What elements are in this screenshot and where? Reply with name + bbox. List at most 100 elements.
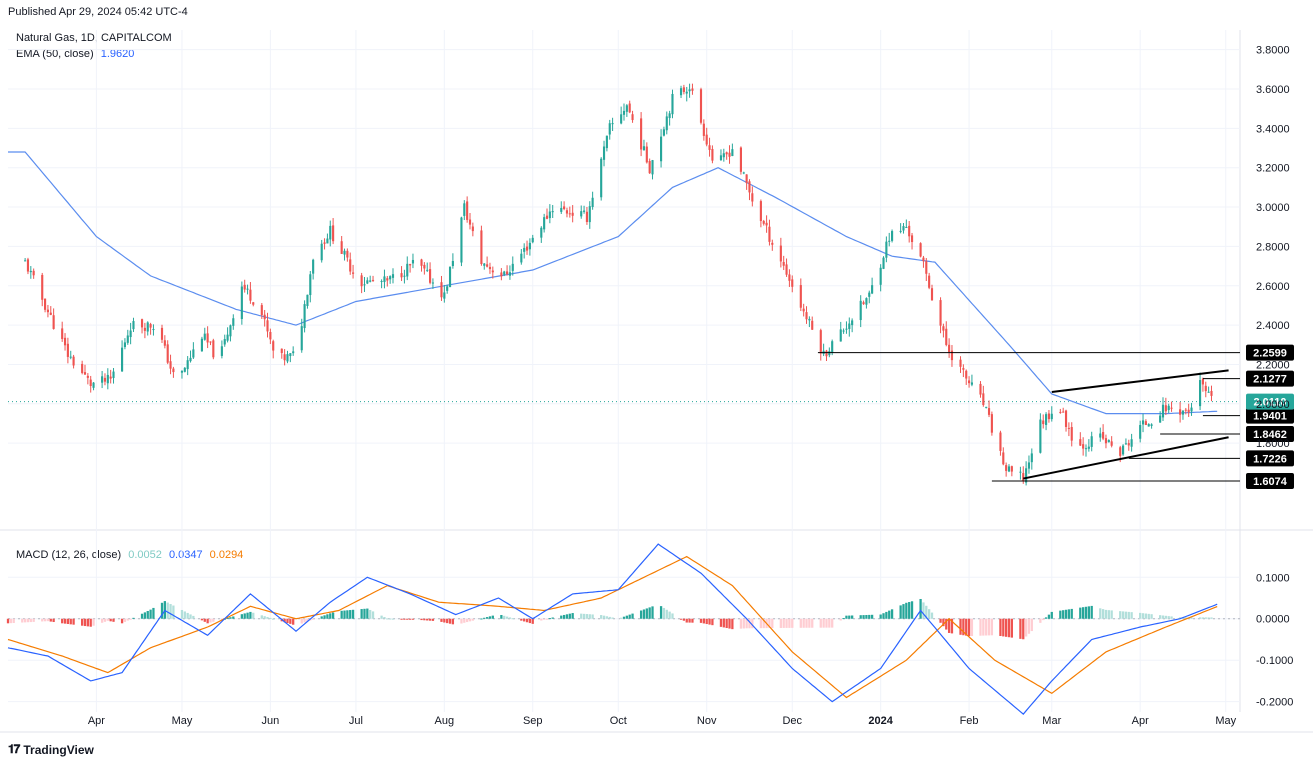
macd-hist-bar xyxy=(859,615,862,619)
candle-body xyxy=(52,315,55,329)
macd-hist-bar xyxy=(448,618,452,624)
macd-hist-bar xyxy=(143,612,147,619)
candle-body xyxy=(468,219,472,225)
macd-hist-bar xyxy=(420,618,423,621)
candle-body xyxy=(759,201,762,222)
candle-body xyxy=(109,376,112,379)
y-tick-label: 3.6000 xyxy=(1256,84,1290,96)
macd-hist-bar xyxy=(602,615,606,619)
macd-hist-bar xyxy=(443,618,446,623)
macd-hist-bar xyxy=(645,608,648,619)
candle-body xyxy=(1104,438,1108,444)
candle-body xyxy=(383,276,386,283)
macd-hist-bar xyxy=(865,614,868,619)
macd-hist-bar xyxy=(930,612,934,619)
macd-hist-bar xyxy=(671,613,674,619)
candle-body xyxy=(420,259,423,266)
macd-hist-bar xyxy=(985,618,988,636)
candle-body xyxy=(685,91,688,94)
candle-body xyxy=(891,231,894,241)
candle-body xyxy=(143,327,146,331)
candle-body xyxy=(126,335,129,343)
candle-body xyxy=(112,371,115,379)
candle-body xyxy=(1039,419,1042,453)
macd-hist-bar xyxy=(1144,613,1148,619)
macd-hist-bar xyxy=(266,617,269,619)
candle-body xyxy=(380,280,383,282)
macd-hist-bar xyxy=(81,618,84,626)
macd-hist-bar xyxy=(523,618,526,622)
macd-hist-bar xyxy=(688,618,691,623)
macd-hist-bar xyxy=(919,598,922,619)
macd-hist-bar xyxy=(1161,615,1165,619)
tradingview-brand[interactable]: 𝟏𝟕 TradingView xyxy=(8,742,94,757)
macd-hist-bar xyxy=(679,618,683,620)
macd-hist-bar xyxy=(246,612,249,619)
candle-body xyxy=(791,279,794,287)
macd-hist-bar xyxy=(888,610,891,619)
macd-hist-bar xyxy=(862,615,865,619)
candle-body xyxy=(411,259,415,264)
y-tick-label: 2.0000 xyxy=(1256,399,1290,411)
macd-hist-bar xyxy=(286,618,289,624)
macd-hist-bar xyxy=(565,614,569,619)
candle-body xyxy=(722,153,725,158)
macd-hist-bar xyxy=(682,618,686,621)
candle-body xyxy=(739,147,742,172)
candle-body xyxy=(246,288,249,290)
macd-hist-bar xyxy=(685,618,688,623)
candle-body xyxy=(1187,409,1190,413)
x-tick-label: Jun xyxy=(261,715,279,727)
macd-hist-bar xyxy=(92,618,95,626)
macd-hist-bar xyxy=(1119,611,1122,619)
macd-hist-bar xyxy=(759,618,763,629)
level-tag xyxy=(1246,450,1294,467)
candle-body xyxy=(945,328,948,345)
macd-hist-bar xyxy=(183,611,186,619)
candle-body xyxy=(386,278,389,281)
level-tag xyxy=(1246,473,1294,490)
candle-body xyxy=(272,341,275,351)
macd-hist-bar xyxy=(283,618,286,623)
candle-body xyxy=(985,406,988,408)
macd-hist-bar xyxy=(488,616,492,619)
candle-body xyxy=(200,338,203,352)
macd-hist-bar xyxy=(232,616,235,619)
candle-body xyxy=(471,226,474,232)
candle-body xyxy=(1190,407,1193,412)
candle-body xyxy=(865,298,868,305)
candle-body xyxy=(49,312,52,315)
macd-legend[interactable]: MACD (12, 26, close) 0.0052 0.0347 0.029… xyxy=(16,549,243,561)
macd-hist-bar xyxy=(468,618,472,622)
candle-body xyxy=(123,342,126,348)
macd-hist-bar xyxy=(61,618,64,624)
candle-body xyxy=(1025,468,1028,483)
macd-hist-bar xyxy=(1064,609,1068,619)
macd-hist-bar xyxy=(725,618,728,629)
candle-body xyxy=(46,309,49,313)
trendline xyxy=(1023,436,1229,480)
macd-hist-bar xyxy=(260,615,263,619)
macd-hist-bar xyxy=(1141,613,1145,619)
tradingview-logo-icon: 𝟏𝟕 xyxy=(8,742,20,756)
candle-body xyxy=(802,308,805,312)
main-legend-ema[interactable]: EMA (50, close) 1.9620 xyxy=(16,48,134,60)
macd-hist-bar xyxy=(751,618,754,629)
candle-body xyxy=(303,304,306,329)
candle-body xyxy=(645,146,648,163)
candle-body xyxy=(206,333,209,343)
candle-body xyxy=(320,243,323,261)
macd-hist-bar xyxy=(882,613,885,619)
candle-body xyxy=(782,261,785,266)
macd-hist-bar xyxy=(160,602,164,619)
candle-body xyxy=(605,135,608,149)
macd-hist-bar xyxy=(346,610,349,619)
macd-hist-bar xyxy=(605,616,609,619)
candle-body xyxy=(691,88,694,91)
candle-body xyxy=(1099,433,1102,438)
macd-hist-bar xyxy=(226,617,229,619)
macd-hist-bar xyxy=(908,602,911,619)
main-legend-symbol[interactable]: Natural Gas, 1D, CAPITALCOM xyxy=(16,32,172,44)
candle-body xyxy=(799,285,802,308)
